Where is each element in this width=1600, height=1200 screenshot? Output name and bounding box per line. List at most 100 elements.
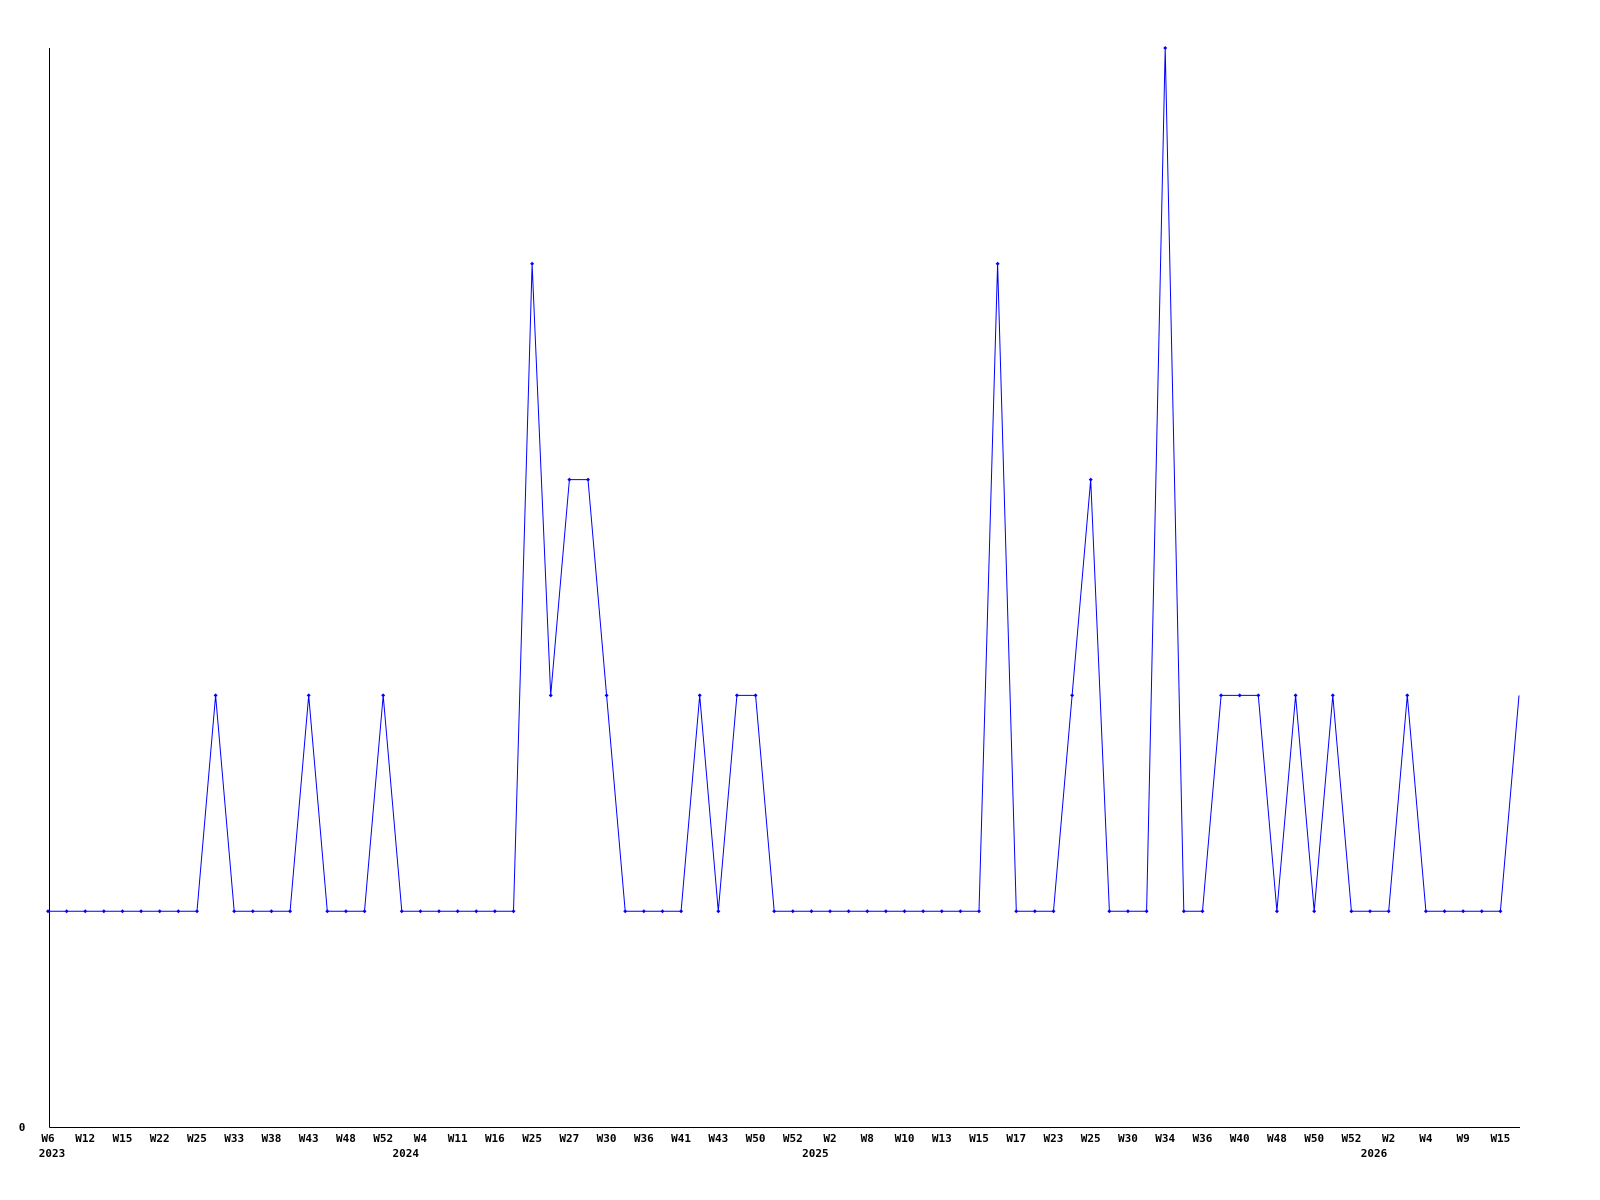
year-label: 2025: [802, 1147, 829, 1160]
data-point: [995, 261, 1000, 266]
data-point: [585, 477, 590, 482]
data-point: [679, 909, 684, 914]
x-tick-label: W30: [1118, 1132, 1138, 1145]
data-point: [1070, 693, 1075, 698]
data-point: [492, 909, 497, 914]
data-point: [1219, 693, 1224, 698]
data-point: [474, 909, 479, 914]
y-tick-label: 0: [19, 1121, 26, 1134]
data-point: [250, 909, 255, 914]
data-point: [548, 693, 553, 698]
x-tick-label: W48: [1267, 1132, 1287, 1145]
data-point: [362, 909, 367, 914]
data-point: [753, 693, 758, 698]
x-tick-label: W12: [75, 1132, 95, 1145]
data-point: [194, 909, 199, 914]
data-point: [157, 909, 162, 914]
x-tick-label: W15: [1490, 1132, 1510, 1145]
data-point: [939, 909, 944, 914]
data-point: [1349, 909, 1354, 914]
data-point: [567, 477, 572, 482]
year-label: 2026: [1361, 1147, 1388, 1160]
data-point: [325, 909, 330, 914]
x-tick-label: W48: [336, 1132, 356, 1145]
data-point: [716, 909, 721, 914]
x-tick-label: W6: [41, 1132, 55, 1145]
data-point: [1107, 909, 1112, 914]
x-tick-label: W52: [373, 1132, 393, 1145]
data-point: [455, 909, 460, 914]
data-point: [83, 909, 88, 914]
data-point: [381, 693, 386, 698]
x-tick-label: W10: [895, 1132, 915, 1145]
data-point: [1144, 909, 1149, 914]
data-point: [809, 909, 814, 914]
data-point: [1014, 909, 1019, 914]
x-tick-label: W27: [559, 1132, 579, 1145]
data-point: [1423, 909, 1428, 914]
data-point: [902, 909, 907, 914]
data-point: [232, 909, 237, 914]
x-tick-label: W40: [1230, 1132, 1250, 1145]
data-point: [883, 909, 888, 914]
x-tick-label: W30: [597, 1132, 617, 1145]
x-tick-label: W22: [150, 1132, 170, 1145]
data-point: [846, 909, 851, 914]
data-point: [641, 909, 646, 914]
x-tick-label: W36: [634, 1132, 654, 1145]
x-tick-label: W15: [969, 1132, 989, 1145]
data-point: [1032, 909, 1037, 914]
data-point: [1312, 909, 1317, 914]
x-tick-label: W2: [1382, 1132, 1395, 1145]
data-point: [1125, 909, 1130, 914]
x-tick-label: W52: [783, 1132, 803, 1145]
data-point: [418, 909, 423, 914]
data-point: [1386, 909, 1391, 914]
x-tick-label: W33: [224, 1132, 244, 1145]
x-tick-label: W23: [1044, 1132, 1064, 1145]
x-tick-label: W8: [861, 1132, 874, 1145]
x-tick-label: W2: [823, 1132, 836, 1145]
data-point: [1461, 909, 1466, 914]
data-point: [790, 909, 795, 914]
data-point: [269, 909, 274, 914]
x-tick-label: W25: [522, 1132, 542, 1145]
x-tick-label: W43: [299, 1132, 319, 1145]
data-point: [1274, 909, 1279, 914]
x-tick-label: W50: [746, 1132, 766, 1145]
x-tick-label: W25: [187, 1132, 207, 1145]
x-tick-label: W34: [1155, 1132, 1175, 1145]
data-point: [921, 909, 926, 914]
x-tick-label: W4: [1419, 1132, 1433, 1145]
data-point: [1181, 909, 1186, 914]
data-point: [288, 909, 293, 914]
x-tick-label: W4: [414, 1132, 428, 1145]
data-point: [176, 909, 181, 914]
data-point: [1405, 693, 1410, 698]
data-point: [865, 909, 870, 914]
data-point: [139, 909, 144, 914]
data-point: [1293, 693, 1298, 698]
data-point: [977, 909, 982, 914]
data-point: [306, 693, 311, 698]
data-point: [1088, 477, 1093, 482]
data-point: [399, 909, 404, 914]
data-point: [343, 909, 348, 914]
data-point: [1051, 909, 1056, 914]
data-point: [1368, 909, 1373, 914]
year-label: 2024: [393, 1147, 420, 1160]
x-tick-label: W41: [671, 1132, 691, 1145]
data-point: [213, 693, 218, 698]
x-tick-label: W11: [448, 1132, 468, 1145]
data-point: [1330, 693, 1335, 698]
data-point: [1498, 909, 1503, 914]
data-point: [437, 909, 442, 914]
x-tick-label: W15: [113, 1132, 133, 1145]
data-point: [604, 693, 609, 698]
x-tick-label: W43: [708, 1132, 728, 1145]
series-line: [48, 47, 1520, 912]
x-tick-label: W17: [1006, 1132, 1026, 1145]
data-point: [958, 909, 963, 914]
x-tick-label: W13: [932, 1132, 952, 1145]
